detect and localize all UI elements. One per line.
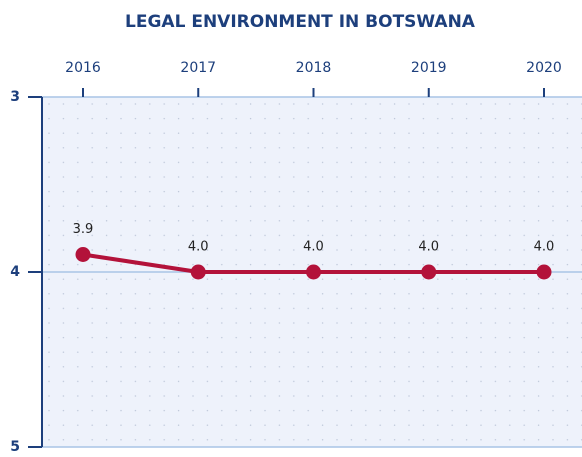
point [421,264,437,280]
point [190,264,206,280]
data-label: 4.0 [418,240,439,255]
data-label: 3.9 [73,222,94,237]
y-tick-label: 5 [10,439,20,455]
data-label: 4.0 [534,240,555,255]
data-label: 4.0 [303,240,324,255]
data-label: 4.0 [188,240,209,255]
x-tick-label: 2017 [180,60,216,76]
x-tick-label: 2016 [65,60,101,76]
point [536,264,552,280]
point [75,247,91,262]
chart-title: LEGAL ENVIRONMENT IN BOTSWANA [125,12,476,32]
y-tick-label: 4 [10,264,20,280]
point [306,264,321,280]
y-tick-label: 3 [10,89,20,105]
x-tick-label: 2019 [411,60,447,76]
x-tick-label: 2018 [296,60,332,76]
x-tick-label: 2020 [526,60,562,76]
